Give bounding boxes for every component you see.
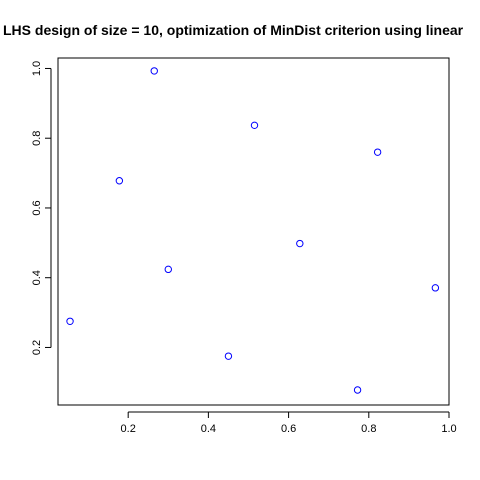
data-point	[353, 386, 362, 394]
y-tick-label: 0.6	[31, 200, 43, 215]
y-tick-label: 0.8	[31, 131, 43, 146]
data-point	[296, 239, 304, 248]
data-point	[431, 284, 440, 292]
y-axis: 0.2 0.4 0.6 0.8 1.0	[31, 61, 52, 355]
data-point	[115, 177, 124, 185]
data-point	[164, 265, 172, 274]
data-point	[373, 148, 382, 156]
plot-area	[57, 57, 450, 406]
y-tick-label: 1.0	[31, 61, 43, 76]
x-tick-label: 0.2	[121, 423, 136, 435]
x-tick-label: 0.4	[201, 423, 216, 435]
x-axis: 0.2 0.4 0.6 0.8 1.0	[121, 411, 457, 435]
data-points	[66, 67, 440, 394]
chart-title: LHS design of size = 10, optimization of…	[3, 22, 464, 38]
y-tick-label: 0.4	[31, 270, 43, 285]
data-point	[224, 352, 233, 360]
x-tick-label: 1.0	[441, 423, 456, 435]
x-tick-label: 0.6	[281, 423, 296, 435]
data-point	[66, 317, 74, 326]
y-tick-label: 0.2	[31, 340, 43, 355]
data-point	[150, 67, 158, 75]
data-point	[250, 121, 259, 130]
x-tick-label: 0.8	[361, 423, 376, 435]
